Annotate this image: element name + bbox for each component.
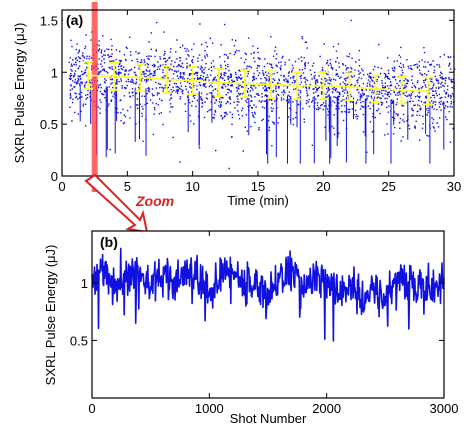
x-tick-label: 0 [88,401,95,416]
panel-b-y-ticks: 0.51 [70,276,444,348]
x-tick-label: 10 [185,179,199,194]
x-tick-label: 25 [381,179,395,194]
panel-a-x-axis-label: Time (min) [227,193,289,208]
panel-a-x-ticks: 0 5 10 15 20 25 30 [58,10,461,194]
panel-a: 0 5 10 15 20 25 30 0 0.5 1 1.5 Time (min) SXRL Pu… [12,2,461,208]
panel-b-x-axis-label: Shot Number [230,411,307,426]
y-tick-label: 0.5 [40,117,58,132]
panel-b-line-series [91,247,445,342]
x-tick-label: 30 [447,179,461,194]
panel-b-axes-frame [91,230,445,399]
scatter-points [68,19,456,170]
x-tick-label: 0 [58,179,65,194]
panel-b: 0 1000 2000 3000 0.51 Shot Number SXRL Puls… [43,230,458,426]
zoom-arrow-shape [84,173,149,234]
x-tick-label: 1000 [195,401,224,416]
panel-a-highlight-line [91,2,98,192]
y-tick-label: 0 [51,169,58,184]
x-tick-label: 20 [316,179,330,194]
x-tick-label: 3000 [430,401,459,416]
x-tick-label: 15 [251,179,265,194]
panel-b-x-ticks: 0 1000 2000 3000 [88,231,458,416]
y-tick-label: 1 [51,65,58,80]
y-tick-label: 1.5 [40,13,58,28]
highlight-bar [91,2,98,192]
y-tick-label: 0.5 [70,333,88,348]
panel-a-label: (a) [66,12,83,28]
x-tick-label: 2000 [312,401,341,416]
y-tick-label: 1 [81,276,88,291]
zoom-label: Zoom [135,193,174,209]
x-tick-label: 5 [124,179,131,194]
panel-a-label-bg [63,11,91,29]
panel-b-y-axis-label: SXRL Pulse Energy (μJ) [43,245,58,386]
panel-a-y-axis-label: SXRL Pulse Energy (μJ) [12,23,27,164]
panel-b-label: (b) [100,234,118,250]
zoom-arrow: Zoom [84,173,174,234]
panel-b-plot-area [92,231,444,398]
panel-a-mean-line [88,74,428,92]
